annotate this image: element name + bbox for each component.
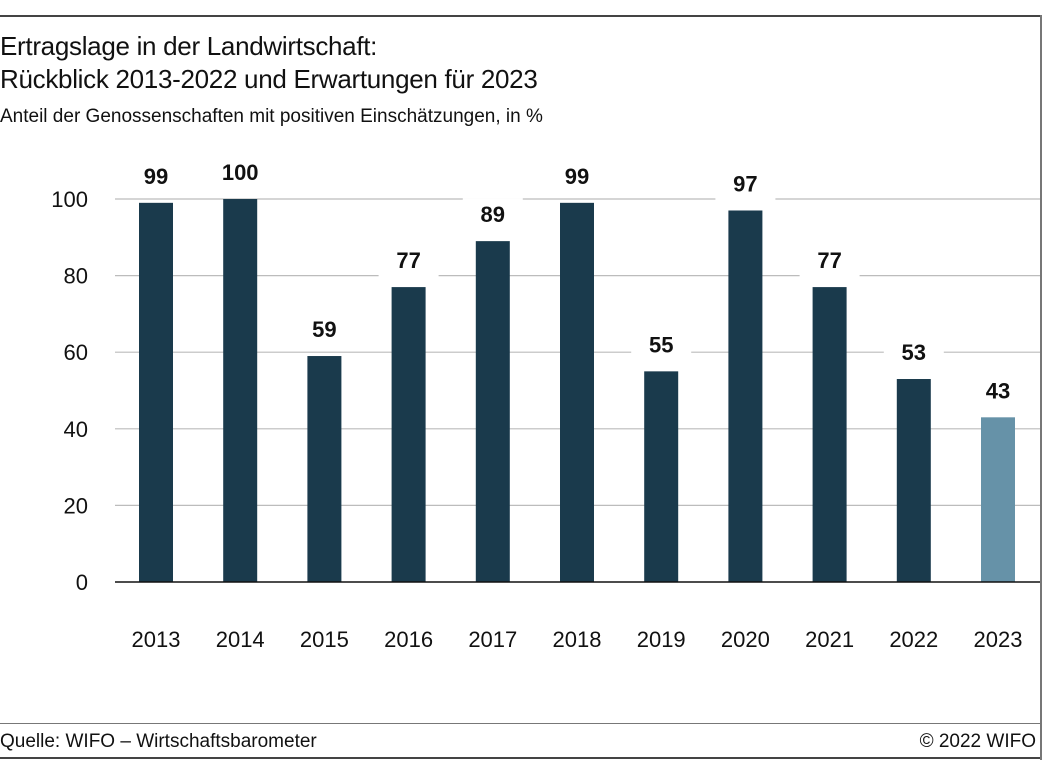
bars bbox=[139, 199, 1015, 583]
data-label-background bbox=[883, 336, 944, 370]
data-label-2021: 77 bbox=[817, 248, 841, 273]
right-rule bbox=[1040, 15, 1042, 760]
data-label-background bbox=[294, 313, 355, 347]
bar-2019 bbox=[644, 371, 679, 582]
bar-2022 bbox=[896, 379, 931, 582]
data-label-2013: 99 bbox=[144, 164, 168, 189]
x-tick-label-2015: 2015 bbox=[300, 627, 349, 652]
x-tick-label-2013: 2013 bbox=[132, 627, 181, 652]
bar-chart: 99 100 59 77 89 99 55 97 77 53 43 0 20 40 60 80 100 2013… bbox=[51, 156, 1040, 652]
data-label-2016: 77 bbox=[396, 248, 420, 273]
data-label-2017: 89 bbox=[481, 202, 505, 227]
bar-2013 bbox=[139, 202, 173, 582]
data-label-background bbox=[378, 244, 439, 278]
bar-2020 bbox=[728, 210, 763, 583]
data-label-background bbox=[462, 198, 523, 232]
bar-2015 bbox=[307, 356, 342, 582]
y-tick-label: 60 bbox=[64, 340, 88, 365]
chart-title-line-2: Rückblick 2013-2022 und Erwartungen für … bbox=[0, 64, 538, 94]
bottom-rule bbox=[0, 757, 1040, 759]
data-label-2015: 59 bbox=[312, 317, 336, 342]
x-tick-label-2018: 2018 bbox=[553, 627, 602, 652]
data-label-background bbox=[715, 167, 776, 201]
data-label-background bbox=[547, 159, 607, 193]
data-label-background bbox=[210, 156, 271, 189]
bar-2017 bbox=[475, 241, 510, 582]
data-label-2018: 99 bbox=[565, 164, 589, 189]
data-label-background bbox=[799, 244, 860, 278]
bar-2023 bbox=[981, 417, 1015, 582]
y-tick-label: 20 bbox=[64, 493, 88, 518]
footer-rule bbox=[0, 723, 1040, 724]
x-tick-label-2017: 2017 bbox=[468, 627, 517, 652]
x-tick-label-2023: 2023 bbox=[974, 627, 1023, 652]
copyright-note: © 2022 WIFO bbox=[919, 731, 1036, 752]
data-label-2019: 55 bbox=[649, 332, 673, 357]
x-tick-label-2021: 2021 bbox=[805, 627, 854, 652]
data-label-2014: 100 bbox=[222, 160, 259, 185]
bar-2016 bbox=[391, 287, 426, 582]
source-note: Quelle: WIFO – Wirtschaftsbarometer bbox=[0, 731, 317, 752]
chart-title: Ertragslage in der Landwirtschaft: Rückb… bbox=[0, 30, 538, 96]
x-tick-label-2020: 2020 bbox=[721, 627, 770, 652]
x-tick-label-2014: 2014 bbox=[216, 627, 265, 652]
chart-title-line-1: Ertragslage in der Landwirtschaft: bbox=[0, 31, 378, 61]
x-tick-label-2019: 2019 bbox=[637, 627, 686, 652]
bar-2021 bbox=[812, 287, 847, 582]
data-label-2022: 53 bbox=[902, 340, 926, 365]
bar-2014 bbox=[223, 199, 258, 582]
y-tick-label: 0 bbox=[76, 570, 88, 595]
data-label-background bbox=[126, 159, 186, 193]
top-rule bbox=[0, 15, 1042, 17]
data-labels: 99 100 59 77 89 99 55 97 77 53 43 bbox=[126, 156, 1028, 408]
chart-subtitle: Anteil der Genossenschaften mit positive… bbox=[0, 106, 543, 127]
x-tick-label-2022: 2022 bbox=[889, 627, 938, 652]
y-tick-label: 40 bbox=[64, 417, 88, 442]
y-tick-label: 100 bbox=[51, 187, 88, 212]
x-tick-label-2016: 2016 bbox=[384, 627, 433, 652]
data-label-background bbox=[968, 374, 1028, 408]
bar-2018 bbox=[560, 202, 594, 582]
axes: 0 20 40 60 80 100 2013 2014 2015 2016 2017 2018 2019… bbox=[51, 187, 1040, 652]
y-tick-label: 80 bbox=[64, 264, 88, 289]
data-label-2023: 43 bbox=[986, 378, 1010, 403]
data-label-background bbox=[631, 328, 692, 362]
data-label-2020: 97 bbox=[733, 171, 757, 196]
